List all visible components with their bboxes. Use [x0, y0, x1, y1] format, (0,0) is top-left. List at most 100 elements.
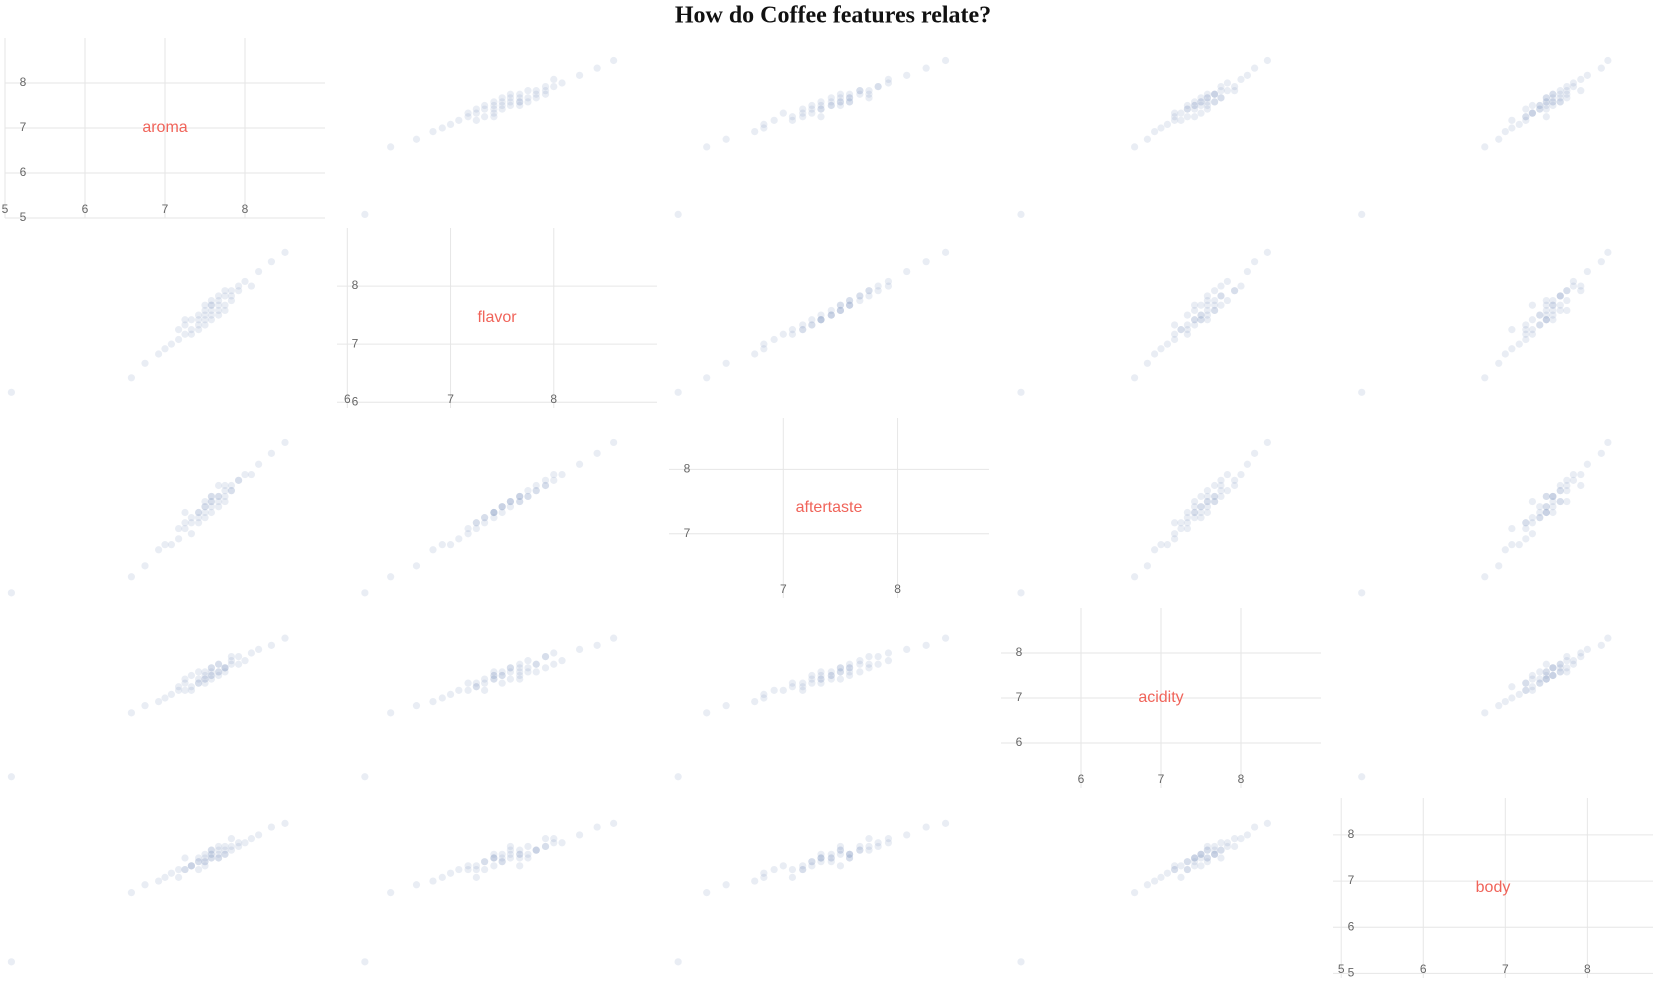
point [1556, 660, 1564, 668]
point [1563, 476, 1571, 484]
point [221, 306, 229, 315]
point [481, 858, 489, 866]
point [524, 657, 532, 665]
scatter-panel [361, 634, 618, 781]
scatter-panel [361, 819, 618, 966]
point [1017, 388, 1025, 396]
point [1556, 98, 1564, 106]
point [1542, 492, 1550, 501]
point [221, 301, 229, 309]
point [751, 128, 759, 136]
point [1542, 316, 1550, 324]
point [532, 481, 540, 490]
point [827, 858, 835, 866]
point [541, 476, 550, 484]
point [181, 675, 189, 683]
scatter-panel [1017, 819, 1271, 966]
point [1495, 359, 1503, 367]
point [1237, 835, 1245, 843]
point [1528, 671, 1536, 680]
y-tick-label: 7 [352, 336, 359, 350]
point [387, 709, 395, 717]
point [481, 514, 489, 522]
point [1556, 487, 1564, 495]
scatter-panel [7, 438, 289, 597]
point [472, 109, 480, 117]
point [1528, 497, 1536, 506]
point [161, 541, 169, 549]
point [532, 846, 540, 854]
point [1549, 497, 1557, 506]
point [1177, 873, 1185, 881]
point [1528, 326, 1536, 334]
point [1157, 541, 1165, 549]
point [516, 664, 524, 672]
point [201, 671, 209, 680]
point [498, 98, 506, 106]
point [1549, 492, 1557, 501]
point [1163, 120, 1171, 128]
point [610, 438, 618, 447]
point [1604, 438, 1612, 447]
point [1556, 292, 1564, 300]
point [884, 79, 893, 87]
point [1556, 306, 1564, 315]
point [516, 492, 524, 501]
point [884, 277, 893, 286]
point [799, 679, 807, 687]
point [1203, 854, 1211, 862]
point [1542, 105, 1550, 113]
point [207, 846, 215, 854]
point [1203, 846, 1211, 854]
point [1217, 292, 1225, 300]
point [610, 56, 618, 65]
point [1549, 664, 1557, 672]
point [1203, 311, 1211, 319]
point [1563, 296, 1571, 305]
point [281, 634, 289, 642]
point [788, 865, 797, 874]
point [1549, 503, 1557, 511]
point [255, 645, 263, 654]
point [1191, 854, 1199, 862]
point [281, 819, 289, 827]
point [516, 497, 524, 506]
point [788, 683, 797, 691]
diagonal-panel: 55 6 6 7 7 8 8 aroma [2, 38, 325, 224]
point [490, 508, 498, 517]
point [1556, 664, 1564, 672]
point [1211, 90, 1219, 98]
point [1217, 301, 1225, 309]
point [1191, 113, 1199, 121]
x-tick-label: 8 [1584, 962, 1591, 976]
point [1577, 481, 1585, 490]
point [1171, 865, 1179, 874]
point [207, 497, 215, 506]
point [524, 854, 532, 862]
point [498, 671, 506, 680]
scatter-panel [7, 819, 289, 966]
point [845, 98, 854, 106]
point [1556, 481, 1564, 490]
point [187, 862, 195, 870]
point [1191, 862, 1199, 870]
point [506, 94, 515, 102]
y-tick-label: 8 [352, 278, 359, 292]
point [1563, 664, 1571, 672]
point [1197, 514, 1205, 522]
point [227, 657, 235, 665]
point [1569, 79, 1578, 87]
point [1597, 64, 1605, 72]
point [1171, 535, 1179, 543]
point [195, 321, 203, 329]
point [1203, 492, 1211, 501]
point [1211, 842, 1219, 851]
point [1251, 449, 1259, 457]
point [235, 282, 243, 290]
point [865, 664, 873, 672]
point [1217, 481, 1225, 490]
point [516, 850, 524, 858]
point [1495, 562, 1503, 570]
point [751, 698, 759, 706]
point [845, 94, 854, 102]
